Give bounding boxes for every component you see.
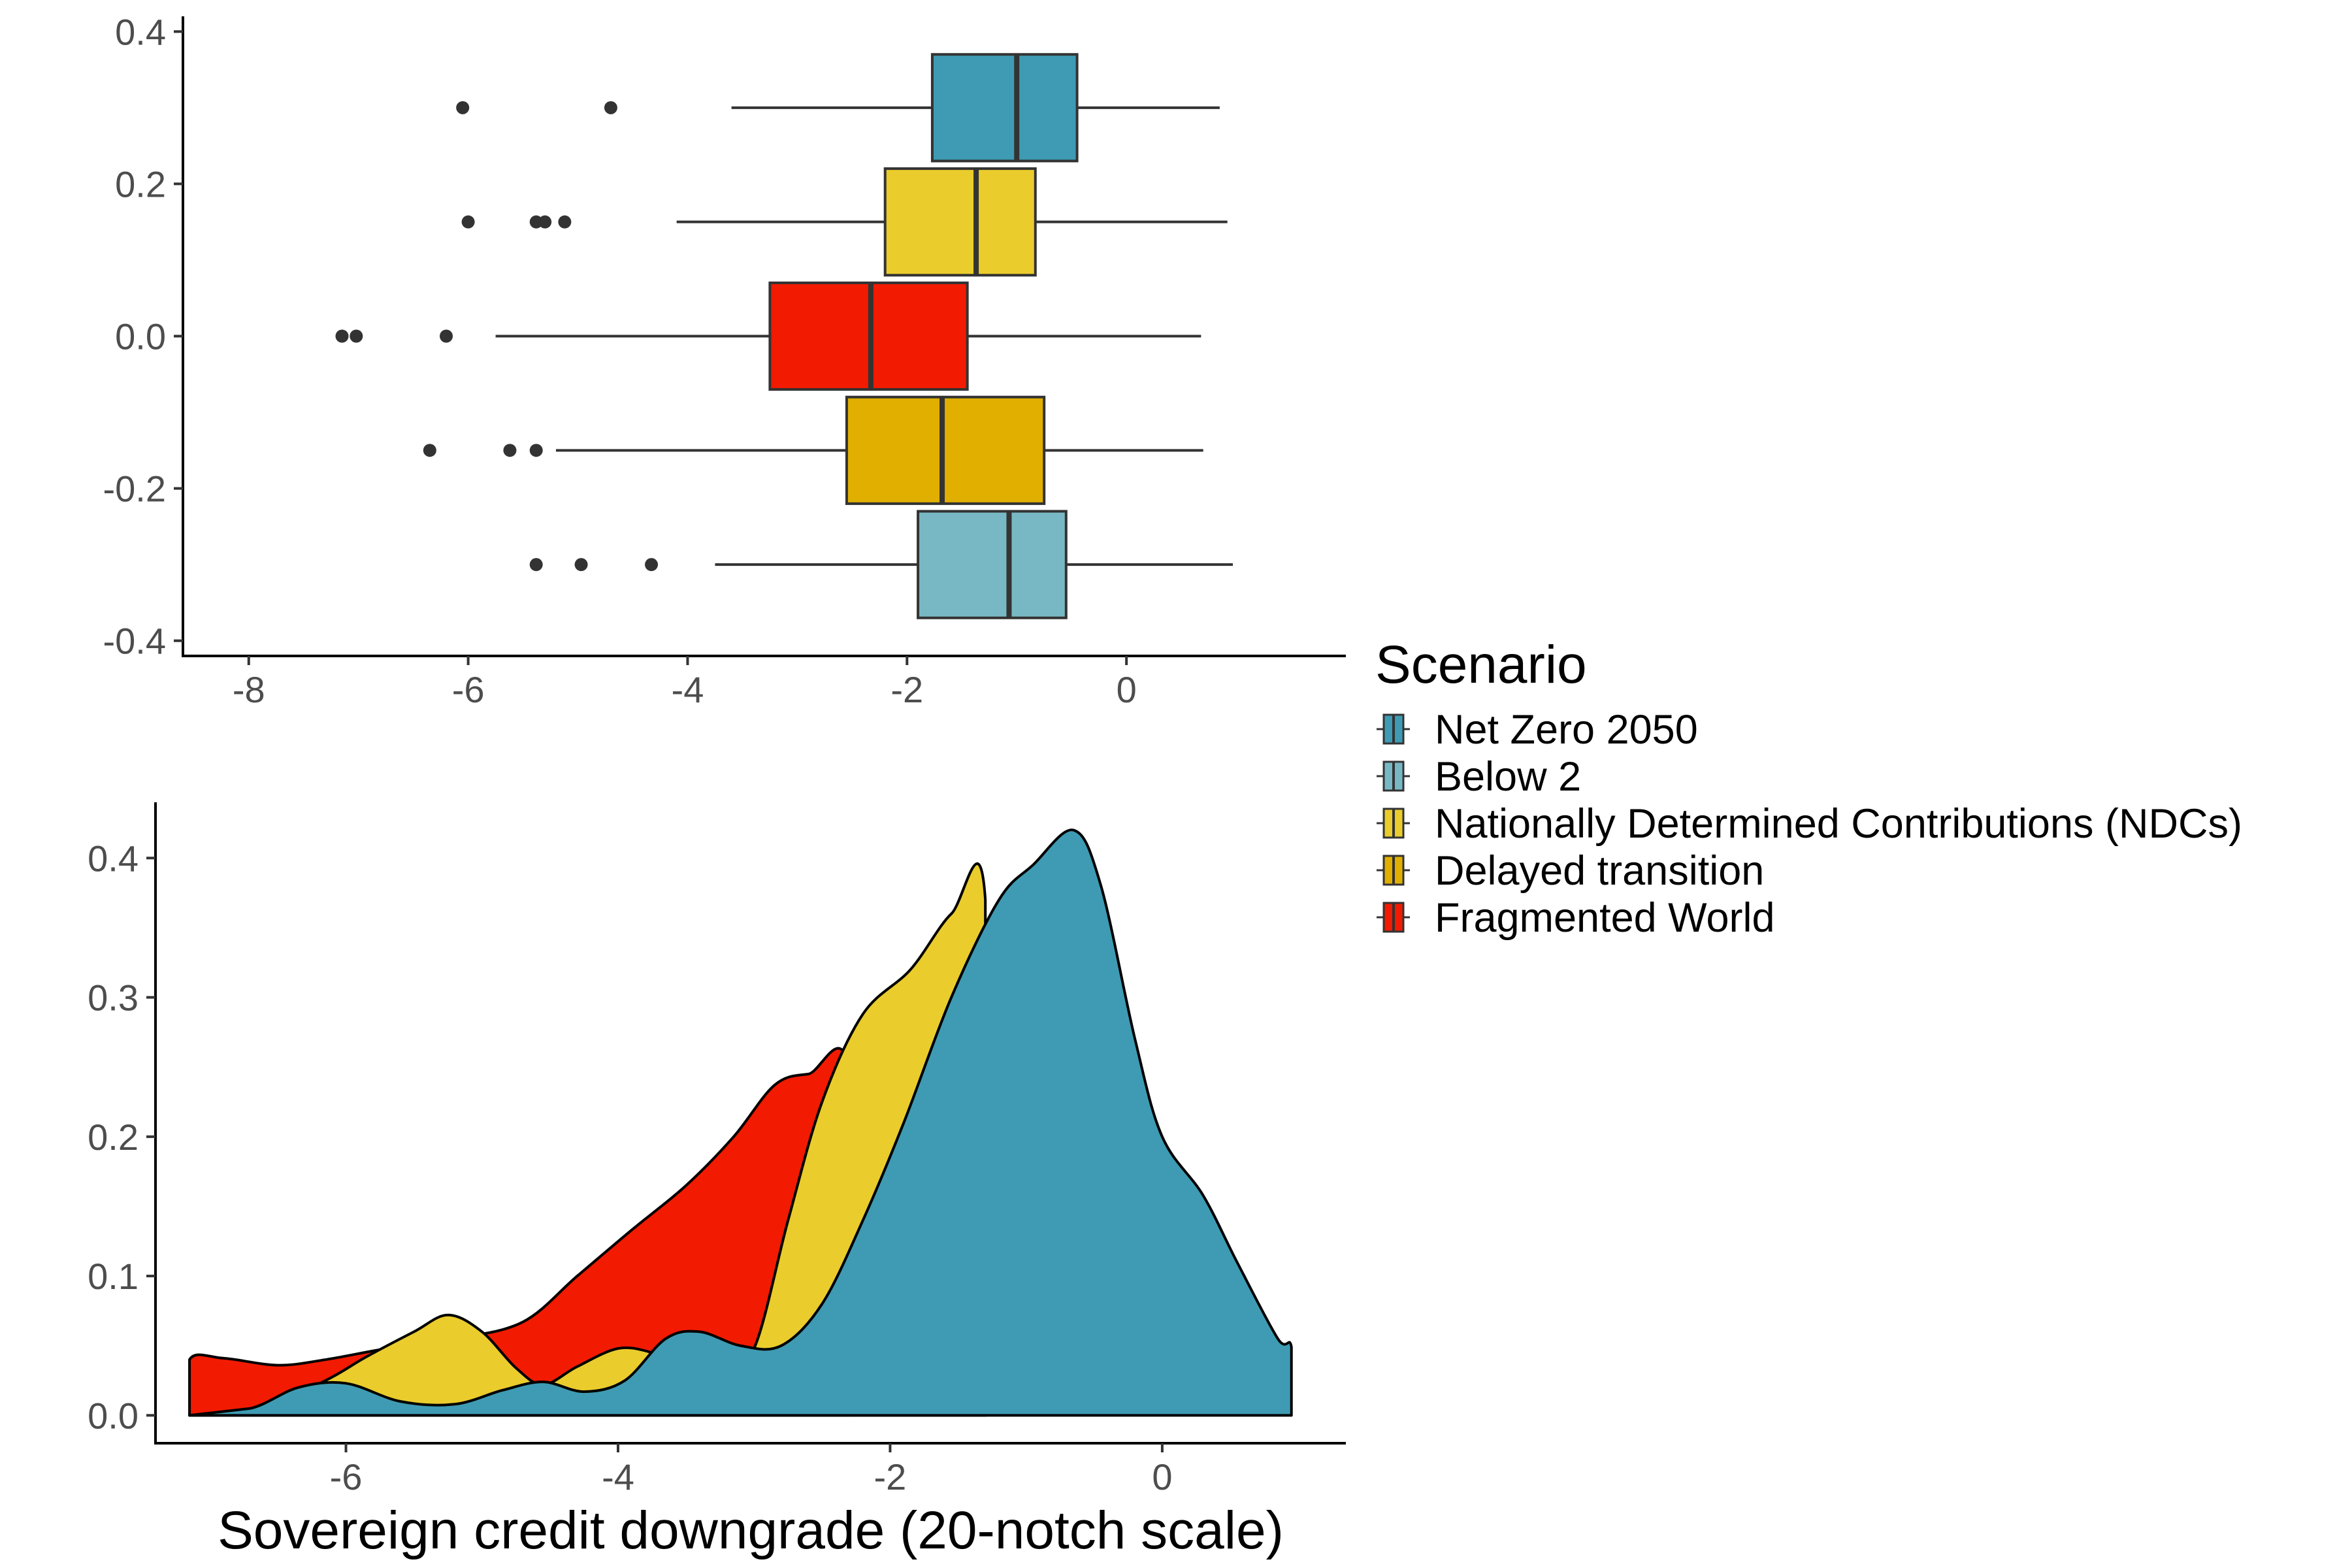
box-delayed-transition: [423, 395, 1203, 505]
outlier-point: [440, 329, 453, 343]
box-iqr: [917, 510, 1068, 619]
legend-label: Net Zero 2050: [1435, 707, 1698, 753]
legend-label: Delayed transition: [1435, 848, 1764, 894]
x-tick-label: -2: [874, 1456, 907, 1497]
boxplot-x-ticks: -8 -6 -4 -2 0: [233, 656, 1137, 710]
legend-label: Fragmented World: [1435, 895, 1775, 941]
legend-label: Nationally Determined Contributions (NDC…: [1435, 801, 2242, 847]
y-tick-label: 0.0: [115, 316, 166, 357]
y-tick-label: -0.2: [103, 468, 167, 510]
outlier-point: [574, 558, 588, 572]
y-tick-label: -0.4: [103, 621, 167, 662]
legend-label: Below 2: [1435, 754, 1581, 800]
legend-item-fragmented-world: Fragmented World: [1377, 895, 1775, 941]
density-y-ticks: 0.4 0.3 0.2 0.1 0.0: [88, 838, 155, 1436]
boxplot-marks: [335, 53, 1233, 619]
outlier-point: [456, 101, 470, 114]
box-nationally-determined-contributions-ndcs: [461, 167, 1228, 277]
y-tick-label: 0.2: [115, 163, 166, 204]
y-tick-label: 0.4: [88, 838, 139, 879]
outlier-point: [645, 558, 659, 572]
box-iqr: [845, 395, 1046, 505]
x-tick-label: -4: [602, 1456, 634, 1497]
density-panel: 0.4 0.3 0.2 0.1 0.0 -6 -4 -2 0 Sovereign credit…: [88, 802, 1346, 1560]
outlier-point: [350, 329, 363, 343]
box-below-2: [529, 510, 1233, 619]
y-tick-label: 0.1: [88, 1256, 139, 1297]
density-x-ticks: -6 -4 -2 0: [330, 1443, 1172, 1497]
outlier-point: [529, 444, 543, 457]
y-tick-label: 0.2: [88, 1117, 139, 1158]
density-area-net-zero-2050: [188, 828, 1293, 1417]
outlier-point: [558, 215, 572, 229]
box-net-zero-2050: [456, 53, 1220, 163]
outlier-point: [529, 558, 543, 572]
y-tick-label: 0.3: [88, 977, 139, 1019]
outlier-point: [335, 329, 349, 343]
outlier-point: [503, 444, 517, 457]
outlier-point: [538, 215, 552, 229]
box-iqr: [930, 53, 1079, 163]
outlier-point: [604, 101, 617, 114]
x-tick-label: -6: [330, 1456, 363, 1497]
outlier-point: [461, 215, 475, 229]
density-x-axis-title: Sovereign credit downgrade (20-notch sca…: [218, 1501, 1284, 1560]
legend-item-net-zero-2050: Net Zero 2050: [1377, 707, 1698, 753]
x-tick-label: 0: [1152, 1456, 1172, 1497]
density-area-fragmented-world: [188, 1047, 851, 1417]
outlier-point: [423, 444, 436, 457]
boxplot-panel: 0.4 0.2 0.0 -0.2 -0.4 -8 -6 -4 -2 0: [103, 11, 1346, 710]
legend-item-nationally-determined-contributions-ndcs: Nationally Determined Contributions (NDC…: [1377, 801, 2242, 847]
x-tick-label: 0: [1117, 669, 1137, 710]
legend-item-below-2: Below 2: [1377, 754, 1581, 800]
y-tick-label: 0.4: [115, 11, 166, 52]
x-tick-label: -2: [890, 669, 923, 710]
x-tick-label: -4: [672, 669, 704, 710]
x-tick-label: -8: [233, 669, 265, 710]
legend-title: Scenario: [1375, 635, 1587, 694]
x-tick-label: -6: [452, 669, 485, 710]
density-marks: [188, 828, 1293, 1417]
box-fragmented-world: [335, 281, 1201, 391]
legend-item-delayed-transition: Delayed transition: [1377, 848, 1764, 894]
boxplot-y-ticks: 0.4 0.2 0.0 -0.2 -0.4: [103, 11, 183, 662]
box-iqr: [883, 167, 1037, 277]
y-tick-label: 0.0: [88, 1395, 139, 1436]
